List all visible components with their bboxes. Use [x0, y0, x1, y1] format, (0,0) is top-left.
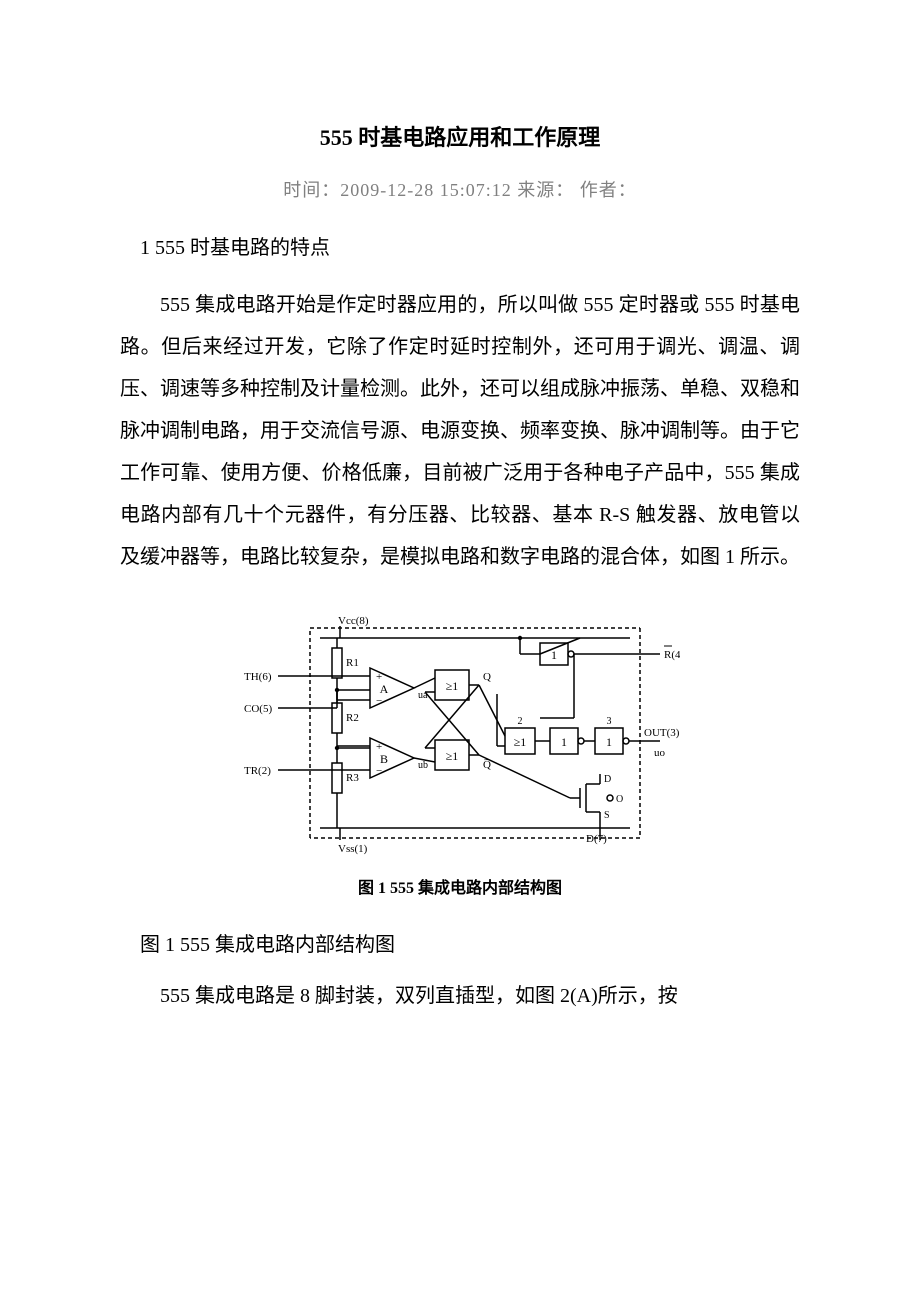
time-value: 2009-12-28 15:07:12: [340, 180, 512, 200]
svg-text:1: 1: [551, 648, 557, 662]
svg-text:≥1: ≥1: [446, 679, 459, 693]
paragraph-1: 555 集成电路开始是作定时器应用的，所以叫做 555 定时器或 555 时基电…: [120, 284, 800, 578]
svg-text:≥1: ≥1: [446, 749, 459, 763]
svg-text:R1: R1: [346, 657, 359, 669]
meta-line: 时间：2009-12-28 15:07:12 来源： 作者：: [120, 176, 800, 202]
svg-text:ub: ub: [418, 760, 428, 771]
paragraph-2: 555 集成电路是 8 脚封装，双列直插型，如图 2(A)所示，按: [120, 975, 800, 1017]
figure-caption-below: 图 1 555 集成电路内部结构图: [140, 928, 800, 957]
svg-text:Q: Q: [483, 671, 491, 683]
page: 555 时基电路应用和工作原理 时间：2009-12-28 15:07:12 来…: [0, 0, 920, 1302]
section-heading: 1 555 时基电路的特点: [140, 230, 800, 266]
svg-text:D: D: [604, 774, 611, 785]
svg-text:R2: R2: [346, 712, 359, 724]
svg-text:O: O: [616, 794, 623, 805]
svg-text:3: 3: [607, 716, 612, 727]
svg-text:uo: uo: [654, 747, 666, 759]
svg-text:TH(6): TH(6): [244, 671, 272, 683]
svg-text:A: A: [380, 682, 389, 696]
svg-text:Vss(1): Vss(1): [338, 843, 368, 855]
svg-text:2: 2: [518, 716, 523, 727]
time-label: 时间：: [283, 180, 340, 200]
svg-text:+: +: [376, 741, 382, 753]
svg-text:OUT(3): OUT(3): [644, 727, 680, 739]
svg-text:−: −: [376, 695, 382, 707]
figure-caption-embedded: 图 1 555 集成电路内部结构图: [120, 874, 800, 898]
author-label: 作者：: [574, 180, 637, 200]
svg-text:CO(5): CO(5): [244, 703, 272, 715]
source-label: 来源：: [512, 180, 575, 200]
svg-text:B: B: [380, 752, 388, 766]
svg-text:−: −: [376, 765, 382, 777]
circuit-diagram: Vcc(8)Vss(1)R1R2R3A+−uaB+−ubTH(6)CO(5)TR…: [240, 608, 680, 868]
svg-text:Vcc(8): Vcc(8): [338, 615, 369, 627]
svg-text:1: 1: [606, 735, 612, 749]
svg-text:S: S: [604, 810, 610, 821]
svg-text:TR(2): TR(2): [244, 765, 271, 777]
svg-text:≥1: ≥1: [514, 735, 527, 749]
svg-text:R(4): R(4): [664, 649, 680, 661]
figure-1: Vcc(8)Vss(1)R1R2R3A+−uaB+−ubTH(6)CO(5)TR…: [120, 608, 800, 898]
svg-text:1: 1: [561, 735, 567, 749]
svg-text:R3: R3: [346, 772, 359, 784]
page-title: 555 时基电路应用和工作原理: [120, 120, 800, 152]
svg-text:+: +: [376, 671, 382, 683]
svg-text:D(7): D(7): [586, 833, 607, 845]
